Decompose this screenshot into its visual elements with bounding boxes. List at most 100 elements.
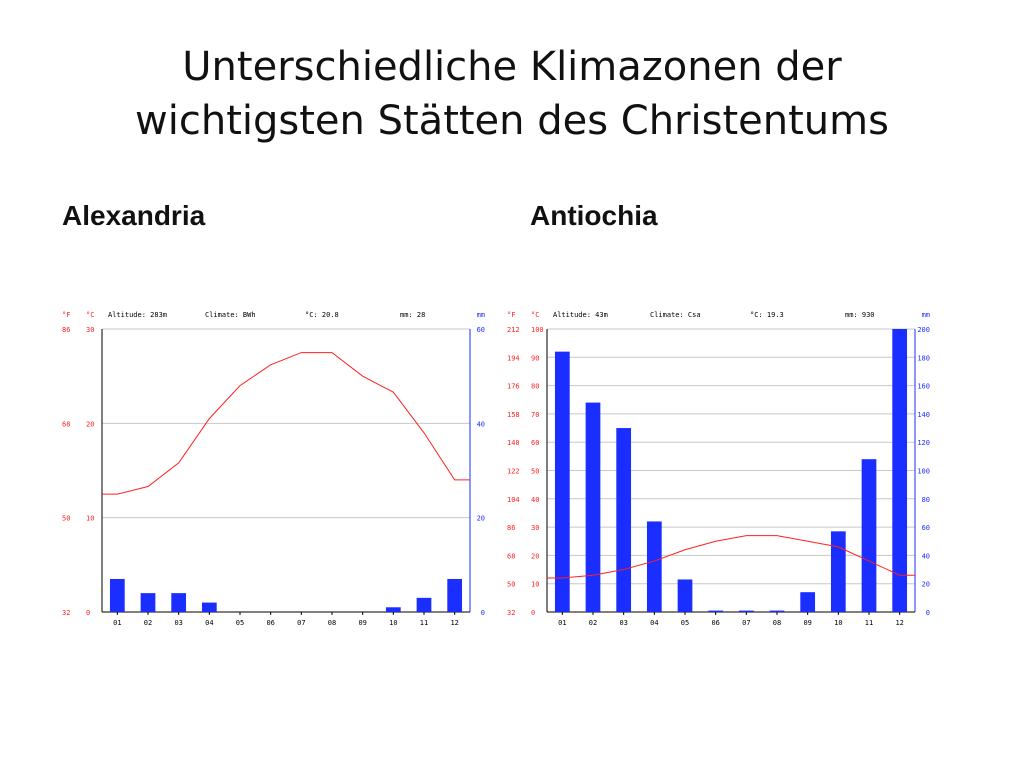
x-tick-label: 10 [834, 619, 842, 627]
tick-label-mm: 60 [477, 326, 485, 334]
precip-bar [385, 607, 401, 612]
header-altitude: Altitude: 283m [108, 311, 167, 319]
x-tick-label: 02 [144, 619, 152, 627]
tick-label-c: 60 [531, 439, 539, 447]
tick-label-mm: 0 [926, 609, 930, 617]
x-tick-label: 09 [803, 619, 811, 627]
header-temp: °C: 20.8 [305, 311, 339, 319]
tick-label-f: 122 [507, 468, 520, 476]
x-tick-label: 04 [650, 619, 658, 627]
axis-unit-c: °C [531, 311, 539, 319]
tick-label-f: 68 [62, 420, 70, 428]
x-tick-label: 08 [328, 619, 336, 627]
slide-title-line-2: wichtigsten Stätten des Christentums [135, 98, 889, 144]
x-tick-label: 12 [895, 619, 903, 627]
tick-label-c: 0 [531, 609, 535, 617]
header-temp: °C: 19.3 [750, 311, 784, 319]
alexandria-label: Alexandria [62, 200, 206, 231]
tick-label-f: 158 [507, 411, 520, 419]
x-tick-label: 05 [681, 619, 689, 627]
header-precip: mm: 930 [845, 311, 875, 319]
tick-label-mm: 0 [481, 609, 485, 617]
tick-label-c: 50 [531, 468, 539, 476]
precip-bar [677, 579, 693, 612]
x-tick-label: 04 [205, 619, 213, 627]
tick-label-c: 0 [86, 609, 90, 617]
tick-label-f: 50 [62, 515, 70, 523]
tick-label-mm: 20 [477, 515, 485, 523]
tick-label-f: 86 [507, 524, 515, 532]
antiochia-label: Antiochia [530, 200, 658, 231]
header-climate: Climate: BWh [205, 311, 256, 319]
tick-label-c: 10 [531, 581, 539, 589]
precip-bar [769, 610, 785, 612]
precip-bar [830, 531, 846, 612]
tick-label-c: 20 [531, 552, 539, 560]
tick-label-mm: 40 [922, 552, 930, 560]
x-tick-label: 12 [450, 619, 458, 627]
precip-bar [616, 428, 632, 612]
precip-bar [892, 329, 908, 612]
axis-unit-f: °F [507, 311, 515, 319]
axis-unit-mm: mm [477, 311, 485, 319]
precip-bar [708, 610, 724, 612]
tick-label-c: 100 [531, 326, 544, 334]
precip-bar [171, 593, 187, 612]
x-tick-label: 01 [113, 619, 121, 627]
tick-label-f: 32 [62, 609, 70, 617]
precip-bar [201, 602, 217, 612]
tick-label-f: 104 [507, 496, 520, 504]
tick-label-mm: 200 [917, 326, 930, 334]
tick-label-c: 30 [86, 326, 94, 334]
header-altitude: Altitude: 43m [553, 311, 608, 319]
axis-unit-c: °C [86, 311, 94, 319]
x-tick-label: 06 [266, 619, 274, 627]
tick-label-f: 176 [507, 383, 520, 391]
tick-label-mm: 140 [917, 411, 930, 419]
tick-label-f: 140 [507, 439, 520, 447]
axis-unit-mm: mm [922, 311, 930, 319]
precip-bar [416, 597, 432, 612]
tick-label-c: 30 [531, 524, 539, 532]
tick-label-f: 212 [507, 326, 520, 334]
x-tick-label: 08 [773, 619, 781, 627]
x-tick-label: 06 [711, 619, 719, 627]
tick-label-mm: 20 [922, 581, 930, 589]
x-tick-label: 03 [174, 619, 182, 627]
precip-bar [738, 610, 754, 612]
tick-label-f: 68 [507, 552, 515, 560]
axis-unit-f: °F [62, 311, 70, 319]
tick-label-c: 80 [531, 383, 539, 391]
tick-label-f: 194 [507, 354, 520, 362]
tick-label-mm: 120 [917, 439, 930, 447]
slide-title: Unterschiedliche Klimazonen der wichtigs… [0, 40, 1024, 148]
precip-bar [140, 593, 156, 612]
x-tick-label: 07 [742, 619, 750, 627]
x-tick-label: 11 [865, 619, 873, 627]
precip-bar [554, 351, 570, 612]
slide-title-line-1: Unterschiedliche Klimazonen der [182, 44, 842, 90]
x-tick-label: 02 [589, 619, 597, 627]
alexandria-climate-chart: °F °C Altitude: 283m Climate: BWh °C: 20.8 mm… [62, 311, 485, 627]
x-tick-label: 07 [297, 619, 305, 627]
tick-label-f: 32 [507, 609, 515, 617]
temperature-line [102, 352, 470, 495]
tick-label-c: 40 [531, 496, 539, 504]
x-tick-label: 03 [619, 619, 627, 627]
precip-bar [800, 592, 816, 612]
antiochia-climate-chart: °F °C Altitude: 43m Climate: Csa °C: 19.3 mm:… [507, 311, 930, 627]
tick-label-mm: 80 [922, 496, 930, 504]
precip-bar [447, 578, 463, 612]
x-tick-label: 10 [389, 619, 397, 627]
precip-bar [861, 459, 877, 612]
tick-label-mm: 100 [917, 468, 930, 476]
tick-label-mm: 160 [917, 383, 930, 391]
tick-label-mm: 40 [477, 420, 485, 428]
temperature-line [547, 535, 915, 579]
tick-label-f: 50 [507, 581, 515, 589]
tick-label-c: 10 [86, 515, 94, 523]
x-tick-label: 09 [358, 619, 366, 627]
x-tick-label: 01 [558, 619, 566, 627]
tick-label-c: 90 [531, 354, 539, 362]
x-tick-label: 05 [236, 619, 244, 627]
